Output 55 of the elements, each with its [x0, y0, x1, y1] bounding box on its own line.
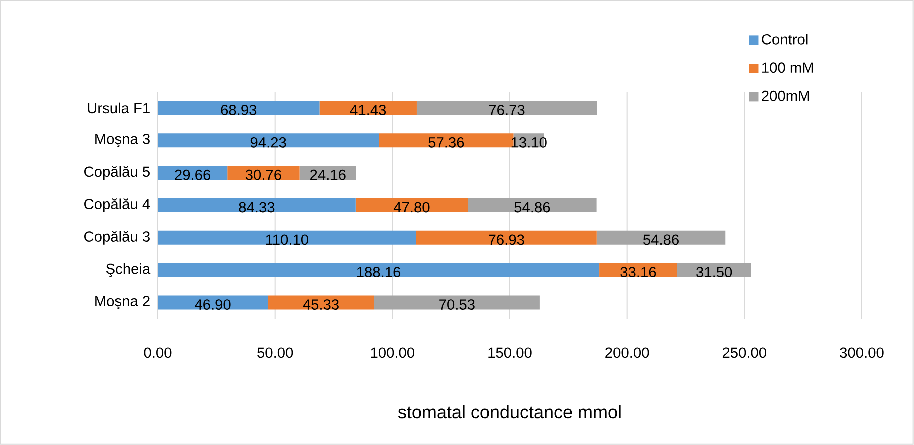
y-tick-label: Copălău 5 [84, 166, 150, 180]
x-tick-label: 100.00 [371, 348, 415, 358]
bar [468, 198, 597, 212]
bar [158, 198, 356, 212]
bar [374, 296, 540, 310]
data-label: 45.33 [303, 300, 339, 310]
y-tick-label: Copălău 4 [84, 198, 150, 212]
bar [356, 198, 468, 212]
y-tick-label: Moşna 2 [96, 296, 150, 310]
bar [600, 263, 678, 278]
bar [158, 101, 320, 116]
bar [228, 166, 300, 180]
legend-label: Control [762, 34, 808, 45]
data-label: 84.33 [239, 202, 275, 213]
x-tick-label: 150.00 [488, 348, 532, 358]
x-tick-label: 250.00 [722, 348, 766, 358]
data-label: 70.53 [440, 300, 475, 310]
y-tick-label: Copălău 3 [84, 230, 150, 245]
data-label: 76.73 [489, 105, 525, 116]
legend-label: 200mM [762, 90, 810, 102]
y-tick-label: Şcheia [106, 263, 151, 278]
bar [158, 263, 600, 278]
data-label: 54.86 [644, 234, 679, 246]
bar [158, 230, 416, 245]
data-label: 110.10 [266, 234, 308, 246]
x-axis-title: stomatal conductance mmol [398, 405, 621, 419]
bar [158, 134, 380, 148]
data-label: 68.93 [221, 105, 257, 116]
data-label: 76.93 [489, 234, 524, 246]
data-label: 188.16 [357, 267, 401, 278]
data-label: 33.16 [620, 267, 656, 278]
bar [320, 101, 417, 116]
data-label: 47.80 [394, 202, 430, 213]
bar [268, 296, 374, 310]
data-label: 94.23 [250, 137, 286, 148]
data-label: 41.43 [350, 105, 386, 116]
x-tick-label: 0.00 [144, 348, 172, 358]
data-label: 57.36 [428, 137, 464, 148]
data-label: 46.90 [195, 300, 231, 310]
bar [416, 101, 598, 116]
data-label: 31.50 [696, 267, 732, 278]
bar [596, 230, 726, 245]
data-label: 30.76 [246, 170, 282, 180]
bar [677, 263, 752, 278]
y-tick-label: Ursula F1 [88, 102, 150, 114]
x-tick-label: 50.00 [258, 348, 294, 358]
data-label: 24.16 [310, 170, 346, 180]
legend-label: 100 mM [762, 62, 814, 74]
x-tick-label: 300.00 [840, 348, 884, 358]
data-label: 54.86 [514, 202, 550, 213]
bar [416, 230, 597, 245]
y-tick-label: Moşna 3 [96, 134, 150, 148]
bar [158, 296, 268, 310]
data-label: 29.66 [175, 170, 211, 180]
x-tick-label: 200.00 [606, 348, 650, 358]
